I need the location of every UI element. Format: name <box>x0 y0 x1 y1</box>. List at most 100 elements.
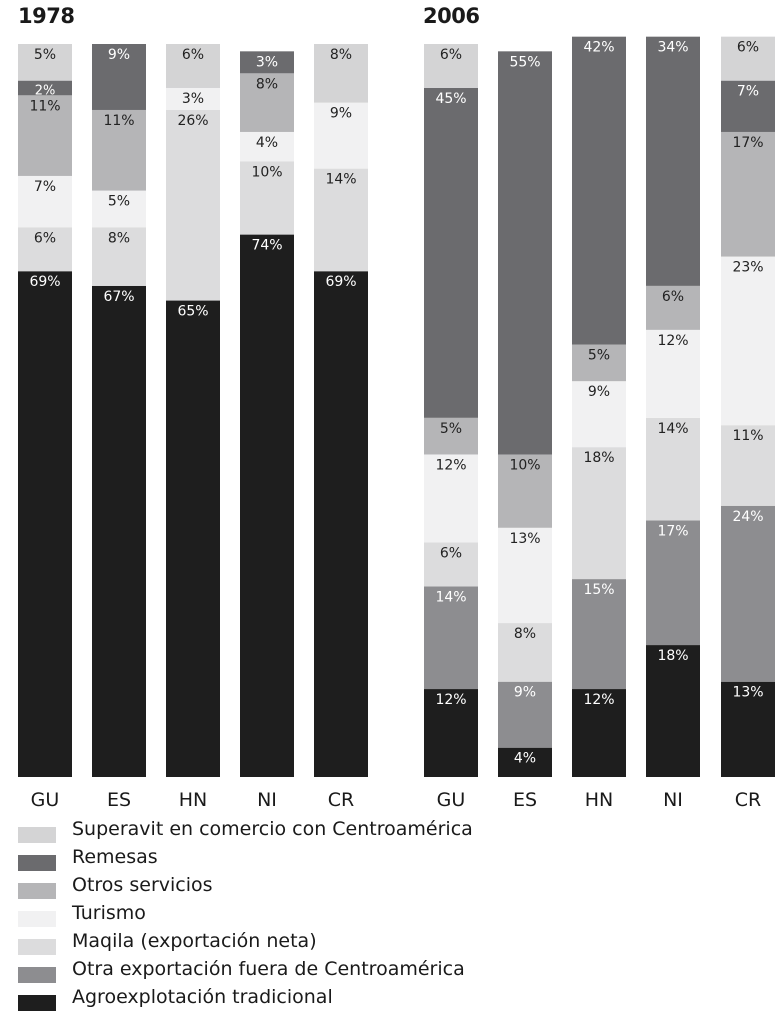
data-label: 6% <box>737 40 759 56</box>
bar-segment <box>92 227 146 286</box>
legend-swatch <box>18 995 56 1011</box>
bar-segment <box>646 520 700 646</box>
bar-segment <box>18 44 72 81</box>
bar-segment <box>18 95 72 176</box>
bar-segment <box>646 285 700 330</box>
bar-segment <box>498 454 552 528</box>
data-label: 5% <box>34 47 56 63</box>
bar-segment <box>721 681 775 777</box>
data-label: 55% <box>509 54 540 70</box>
data-label: 13% <box>509 531 540 547</box>
data-label: 8% <box>514 626 536 642</box>
bar-segment <box>92 109 146 191</box>
data-label: 3% <box>182 91 204 107</box>
data-label: 14% <box>657 421 688 437</box>
legend-swatch <box>18 855 56 871</box>
bar-segment <box>240 51 294 74</box>
data-label: 4% <box>514 751 536 767</box>
panel-title-2006: 2006 <box>423 4 480 28</box>
bar-segment <box>240 161 294 235</box>
category-label: GU <box>437 789 466 811</box>
data-label: 6% <box>182 47 204 63</box>
data-label: 11% <box>103 113 134 129</box>
bar-segment <box>240 131 294 162</box>
category-label: NI <box>663 789 683 811</box>
bar-segment <box>646 36 700 286</box>
bar-segment <box>721 256 775 426</box>
bar-segment <box>166 44 220 88</box>
data-label: 24% <box>732 509 763 525</box>
bar-segment <box>572 579 626 690</box>
bar-segment <box>92 44 146 110</box>
data-label: 65% <box>177 304 208 320</box>
bar-segment <box>498 527 552 624</box>
bar-segment <box>498 51 552 455</box>
bar-segment <box>166 109 220 301</box>
legend-label: Agroexplotación tradicional <box>72 986 333 1008</box>
legend-label: Maqila (exportación neta) <box>72 930 317 952</box>
data-label: 12% <box>435 692 466 708</box>
legend-swatch <box>18 939 56 955</box>
data-label: 6% <box>440 47 462 63</box>
bar-segment <box>166 300 220 777</box>
bar-segment <box>424 454 478 543</box>
legend-label: Otros servicios <box>72 874 213 896</box>
data-label: 7% <box>737 84 759 100</box>
data-label: 14% <box>435 589 466 605</box>
category-label: GU <box>31 789 60 811</box>
category-label: ES <box>107 789 131 811</box>
data-label: 9% <box>514 685 536 701</box>
bar-segment <box>721 36 775 81</box>
bar-segment <box>721 80 775 132</box>
bar-segment <box>18 175 72 228</box>
bar-segment <box>166 87 220 110</box>
bar-segment <box>646 417 700 521</box>
data-label: 11% <box>29 98 60 114</box>
bar-segment <box>314 102 368 169</box>
data-label: 74% <box>251 238 282 254</box>
data-label: 10% <box>251 164 282 180</box>
data-label: 69% <box>29 274 60 290</box>
bar-segment <box>314 44 368 103</box>
data-label: 2% <box>35 83 56 98</box>
category-label: HN <box>179 789 208 811</box>
bar-segment <box>92 285 146 777</box>
bar-segment <box>424 87 478 418</box>
data-label: 15% <box>583 582 614 598</box>
data-label: 9% <box>108 47 130 63</box>
data-label: 17% <box>657 523 688 539</box>
data-label: 3% <box>256 54 278 70</box>
bar-segment <box>314 168 368 272</box>
data-label: 18% <box>583 450 614 466</box>
data-label: 6% <box>662 289 684 305</box>
bar-segment <box>18 80 72 96</box>
legend-swatch <box>18 883 56 899</box>
bar-segment <box>498 747 552 777</box>
bar-segment <box>646 329 700 418</box>
data-label: 9% <box>330 106 352 122</box>
stacked-bar-chart: 69%6%7%11%2%5%GU67%8%5%11%9%ES65%26%3%6%… <box>18 36 775 811</box>
bar-segment <box>240 234 294 777</box>
data-label: 42% <box>583 40 614 56</box>
bar-segment <box>572 689 626 777</box>
data-label: 10% <box>509 457 540 473</box>
category-label: CR <box>735 789 761 811</box>
data-label: 9% <box>588 384 610 400</box>
legend-label: Remesas <box>72 846 158 868</box>
bar-segment <box>572 344 626 382</box>
bar-segment <box>424 417 478 455</box>
data-label: 5% <box>588 348 610 364</box>
bar-segment <box>646 645 700 777</box>
bar-segment <box>572 447 626 580</box>
data-label: 17% <box>732 135 763 151</box>
bar-segment <box>314 271 368 777</box>
data-label: 12% <box>583 692 614 708</box>
data-label: 34% <box>657 40 688 56</box>
data-label: 26% <box>177 113 208 129</box>
data-label: 6% <box>440 545 462 561</box>
bar-segment <box>18 227 72 272</box>
data-label: 23% <box>732 260 763 276</box>
bar-segment <box>498 623 552 682</box>
bar-segment <box>92 190 146 228</box>
